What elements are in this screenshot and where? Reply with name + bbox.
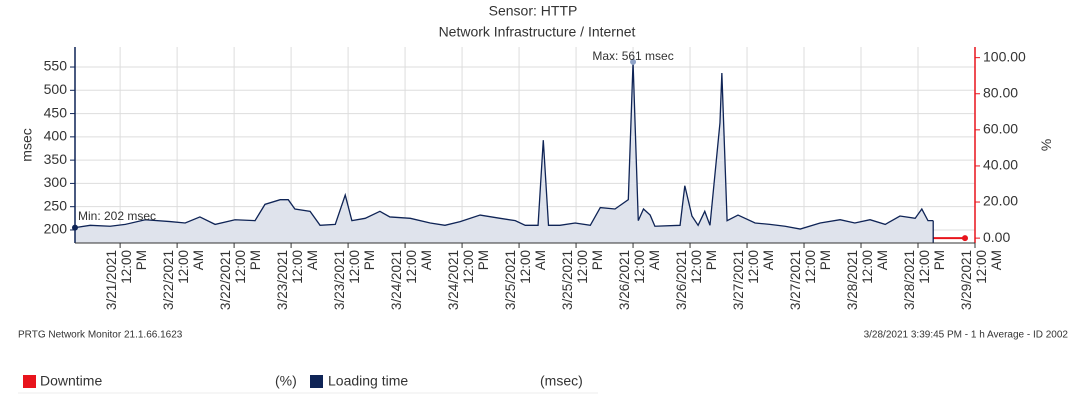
- y-axis-label: msec: [19, 128, 35, 161]
- legend-swatch: [310, 375, 323, 388]
- x-tick-label: 3/23/2021 12:00 AM: [275, 250, 321, 311]
- x-tick-label: 3/22/2021 12:00 AM: [161, 250, 207, 311]
- footer-right: 3/28/2021 3:39:45 PM - 1 h Average - ID …: [864, 330, 1069, 341]
- x-tick-label: 3/28/2021 12:00 PM: [902, 250, 947, 311]
- y-tick-label: 350: [44, 151, 68, 167]
- chart-subtitle: Network Infrastructure / Internet: [439, 24, 636, 40]
- annotation: Min: 202 msec: [78, 209, 156, 223]
- y-tick-label: 500: [44, 81, 68, 97]
- y2-tick-label: 20.00: [983, 193, 1018, 209]
- footer-left: PRTG Network Monitor 21.1.66.1623: [18, 330, 183, 341]
- y2-tick-label: 40.00: [983, 157, 1018, 173]
- annotation: Max: 561 msec: [592, 49, 673, 63]
- x-tick-label: 3/28/2021 12:00 AM: [845, 250, 891, 311]
- point: [962, 235, 968, 242]
- x-tick-label: 3/25/2021 12:00 AM: [503, 250, 549, 311]
- legend-swatch: [23, 375, 36, 388]
- legend-label: Downtime: [40, 373, 102, 389]
- x-tick-label: 3/25/2021 12:00 PM: [560, 250, 606, 311]
- x-tick-label: 3/23/2021 12:00 PM: [332, 250, 378, 311]
- y2-axis-label: %: [1038, 139, 1054, 151]
- y-tick-label: 250: [44, 197, 68, 213]
- y2-tick-label: 100.00: [983, 48, 1026, 64]
- x-tick-label: 3/27/2021 12:00 AM: [731, 250, 777, 311]
- x-tick-label: 3/26/2021 12:00 PM: [674, 250, 720, 311]
- x-tick-label: 3/22/2021 12:00 PM: [218, 250, 264, 311]
- legend-unit: (%): [275, 373, 297, 389]
- area: [75, 61, 934, 244]
- y2-tick-label: 80.00: [983, 84, 1018, 100]
- x-tick-label: 3/24/2021 12:00 AM: [389, 250, 435, 311]
- x-tick-label: 3/27/2021 12:00 PM: [788, 250, 834, 311]
- x-tick-label: 3/24/2021 12:00 PM: [446, 250, 492, 311]
- legend-unit: (msec): [540, 373, 583, 389]
- x-tick-label: 3/21/2021 12:00 PM: [104, 250, 150, 311]
- y-tick-label: 300: [44, 174, 68, 190]
- x-tick-label: 3/26/2021 12:00 AM: [617, 250, 663, 311]
- x-tick-label: 3/29/2021 12:00 AM: [959, 250, 1004, 311]
- y-tick-label: 400: [44, 128, 68, 144]
- point: [630, 58, 637, 65]
- y-tick-label: 450: [44, 104, 68, 120]
- legend-label: Loading time: [328, 373, 408, 389]
- y2-tick-label: 0.00: [983, 229, 1010, 245]
- chart-title: Sensor: HTTP: [489, 3, 578, 19]
- y2-tick-label: 60.00: [983, 121, 1018, 137]
- y-tick-label: 200: [44, 221, 68, 237]
- y-tick-label: 550: [44, 58, 68, 74]
- line: [74, 61, 934, 230]
